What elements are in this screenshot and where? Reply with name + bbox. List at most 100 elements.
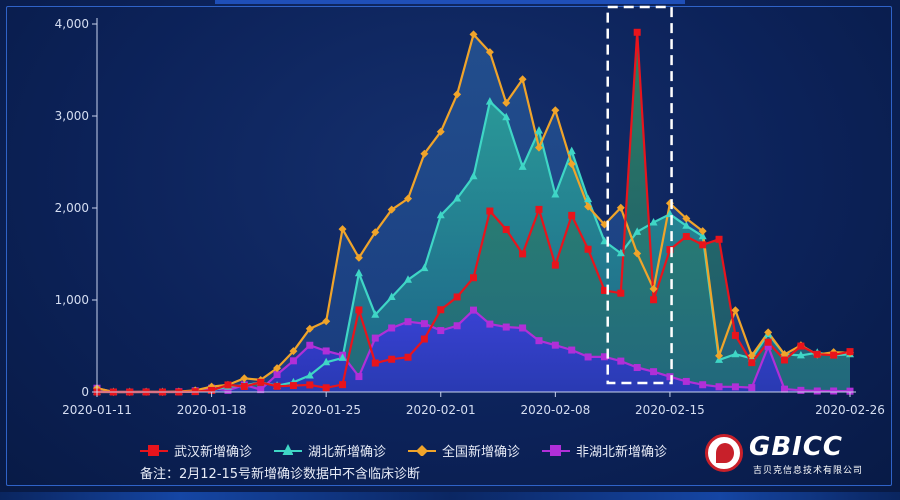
data-point <box>289 357 297 365</box>
data-point <box>469 171 478 180</box>
data-point <box>453 322 461 330</box>
data-point <box>404 318 412 326</box>
data-point <box>535 337 543 345</box>
data-point <box>617 289 625 297</box>
data-point <box>470 274 477 282</box>
data-point <box>682 214 691 223</box>
legend-label: 武汉新增确诊 <box>174 445 253 460</box>
data-point <box>649 217 658 226</box>
y-tick-label: 2,000 <box>55 201 89 215</box>
data-point <box>387 292 396 301</box>
data-point <box>208 386 216 394</box>
data-point <box>306 341 314 349</box>
data-point <box>518 75 527 84</box>
data-point <box>567 160 576 169</box>
data-point <box>600 286 608 294</box>
data-point <box>616 203 625 212</box>
data-point <box>371 334 379 342</box>
x-tick-label: 2020-02-26 <box>815 403 885 417</box>
data-point <box>305 370 314 379</box>
data-point <box>453 293 461 301</box>
data-point <box>584 245 592 253</box>
data-point <box>633 227 642 235</box>
data-point <box>650 368 658 376</box>
panel-top-accent <box>215 0 685 4</box>
data-point <box>257 378 265 386</box>
x-tick-label: 2020-01-18 <box>177 403 247 417</box>
data-point <box>781 356 789 364</box>
data-point <box>470 306 477 314</box>
data-point <box>404 353 412 361</box>
data-point <box>338 353 347 361</box>
x-tick-label: 2020-01-25 <box>291 403 361 417</box>
data-point <box>616 248 625 257</box>
legend-label: 非湖北新增确诊 <box>576 445 668 460</box>
panel-bottom-glow <box>0 492 900 500</box>
series-area <box>97 310 850 392</box>
data-point <box>355 306 363 314</box>
data-point <box>748 359 756 367</box>
data-point <box>289 347 298 356</box>
data-point <box>764 342 772 350</box>
data-point <box>322 317 331 326</box>
data-point <box>518 162 527 170</box>
data-point <box>715 235 723 243</box>
data-point <box>322 357 331 366</box>
data-point <box>830 351 838 359</box>
x-tick-label: 2020-02-08 <box>520 403 590 417</box>
data-point <box>797 342 805 350</box>
data-point <box>371 228 380 237</box>
data-point <box>224 386 232 394</box>
gbicc-logo-icon <box>705 434 743 472</box>
data-point <box>584 194 593 203</box>
data-point <box>453 194 462 202</box>
chart-note: 备注：2月12-15号新增确诊数据中不含临床诊断 <box>140 467 421 482</box>
logo-subtitle: 吉贝克信息技术有限公司 <box>753 466 864 476</box>
legend-item-nonhubei[interactable]: 非湖北新增确诊 <box>542 441 667 460</box>
x-tick-label: 2020-02-15 <box>635 403 705 417</box>
y-tick-label: 0 <box>81 385 89 399</box>
data-point <box>436 210 445 219</box>
data-point <box>715 383 723 391</box>
data-point <box>600 236 609 245</box>
data-point <box>388 324 396 332</box>
legend-item-national[interactable]: 全国新增确诊 <box>408 441 520 460</box>
data-point <box>764 328 773 337</box>
y-tick-label: 3,000 <box>55 109 89 123</box>
data-point <box>748 384 756 392</box>
legend-item-hubei[interactable]: 湖北新增确诊 <box>274 441 386 460</box>
data-point <box>846 387 854 395</box>
data-point <box>568 346 576 354</box>
data-point <box>534 126 543 134</box>
data-point <box>322 347 330 355</box>
legend-item-wuhan[interactable]: 武汉新增确诊 <box>140 441 252 460</box>
data-point <box>273 364 282 373</box>
panel-frame <box>6 6 892 486</box>
data-point <box>338 225 347 234</box>
data-point <box>617 357 625 365</box>
data-point <box>715 351 724 360</box>
area-layer <box>97 32 850 393</box>
data-point <box>747 351 756 360</box>
data-point <box>796 350 805 359</box>
data-point <box>306 381 314 389</box>
data-point <box>224 381 232 389</box>
data-point <box>731 349 740 358</box>
data-point <box>813 350 821 358</box>
data-point <box>682 377 690 385</box>
data-point <box>682 221 691 229</box>
gbicc-logo: GBICC 吉贝克信息技术有限公司 <box>705 430 880 478</box>
logo-name: GBICC <box>749 432 843 462</box>
data-point <box>764 338 772 346</box>
data-point <box>502 226 510 234</box>
data-point <box>354 268 363 277</box>
data-point <box>371 310 380 318</box>
data-point <box>568 211 576 219</box>
data-point <box>780 350 789 359</box>
data-point <box>633 364 641 372</box>
data-point <box>289 382 297 390</box>
data-point <box>567 146 576 155</box>
data-point <box>322 384 330 392</box>
data-point <box>813 387 821 395</box>
